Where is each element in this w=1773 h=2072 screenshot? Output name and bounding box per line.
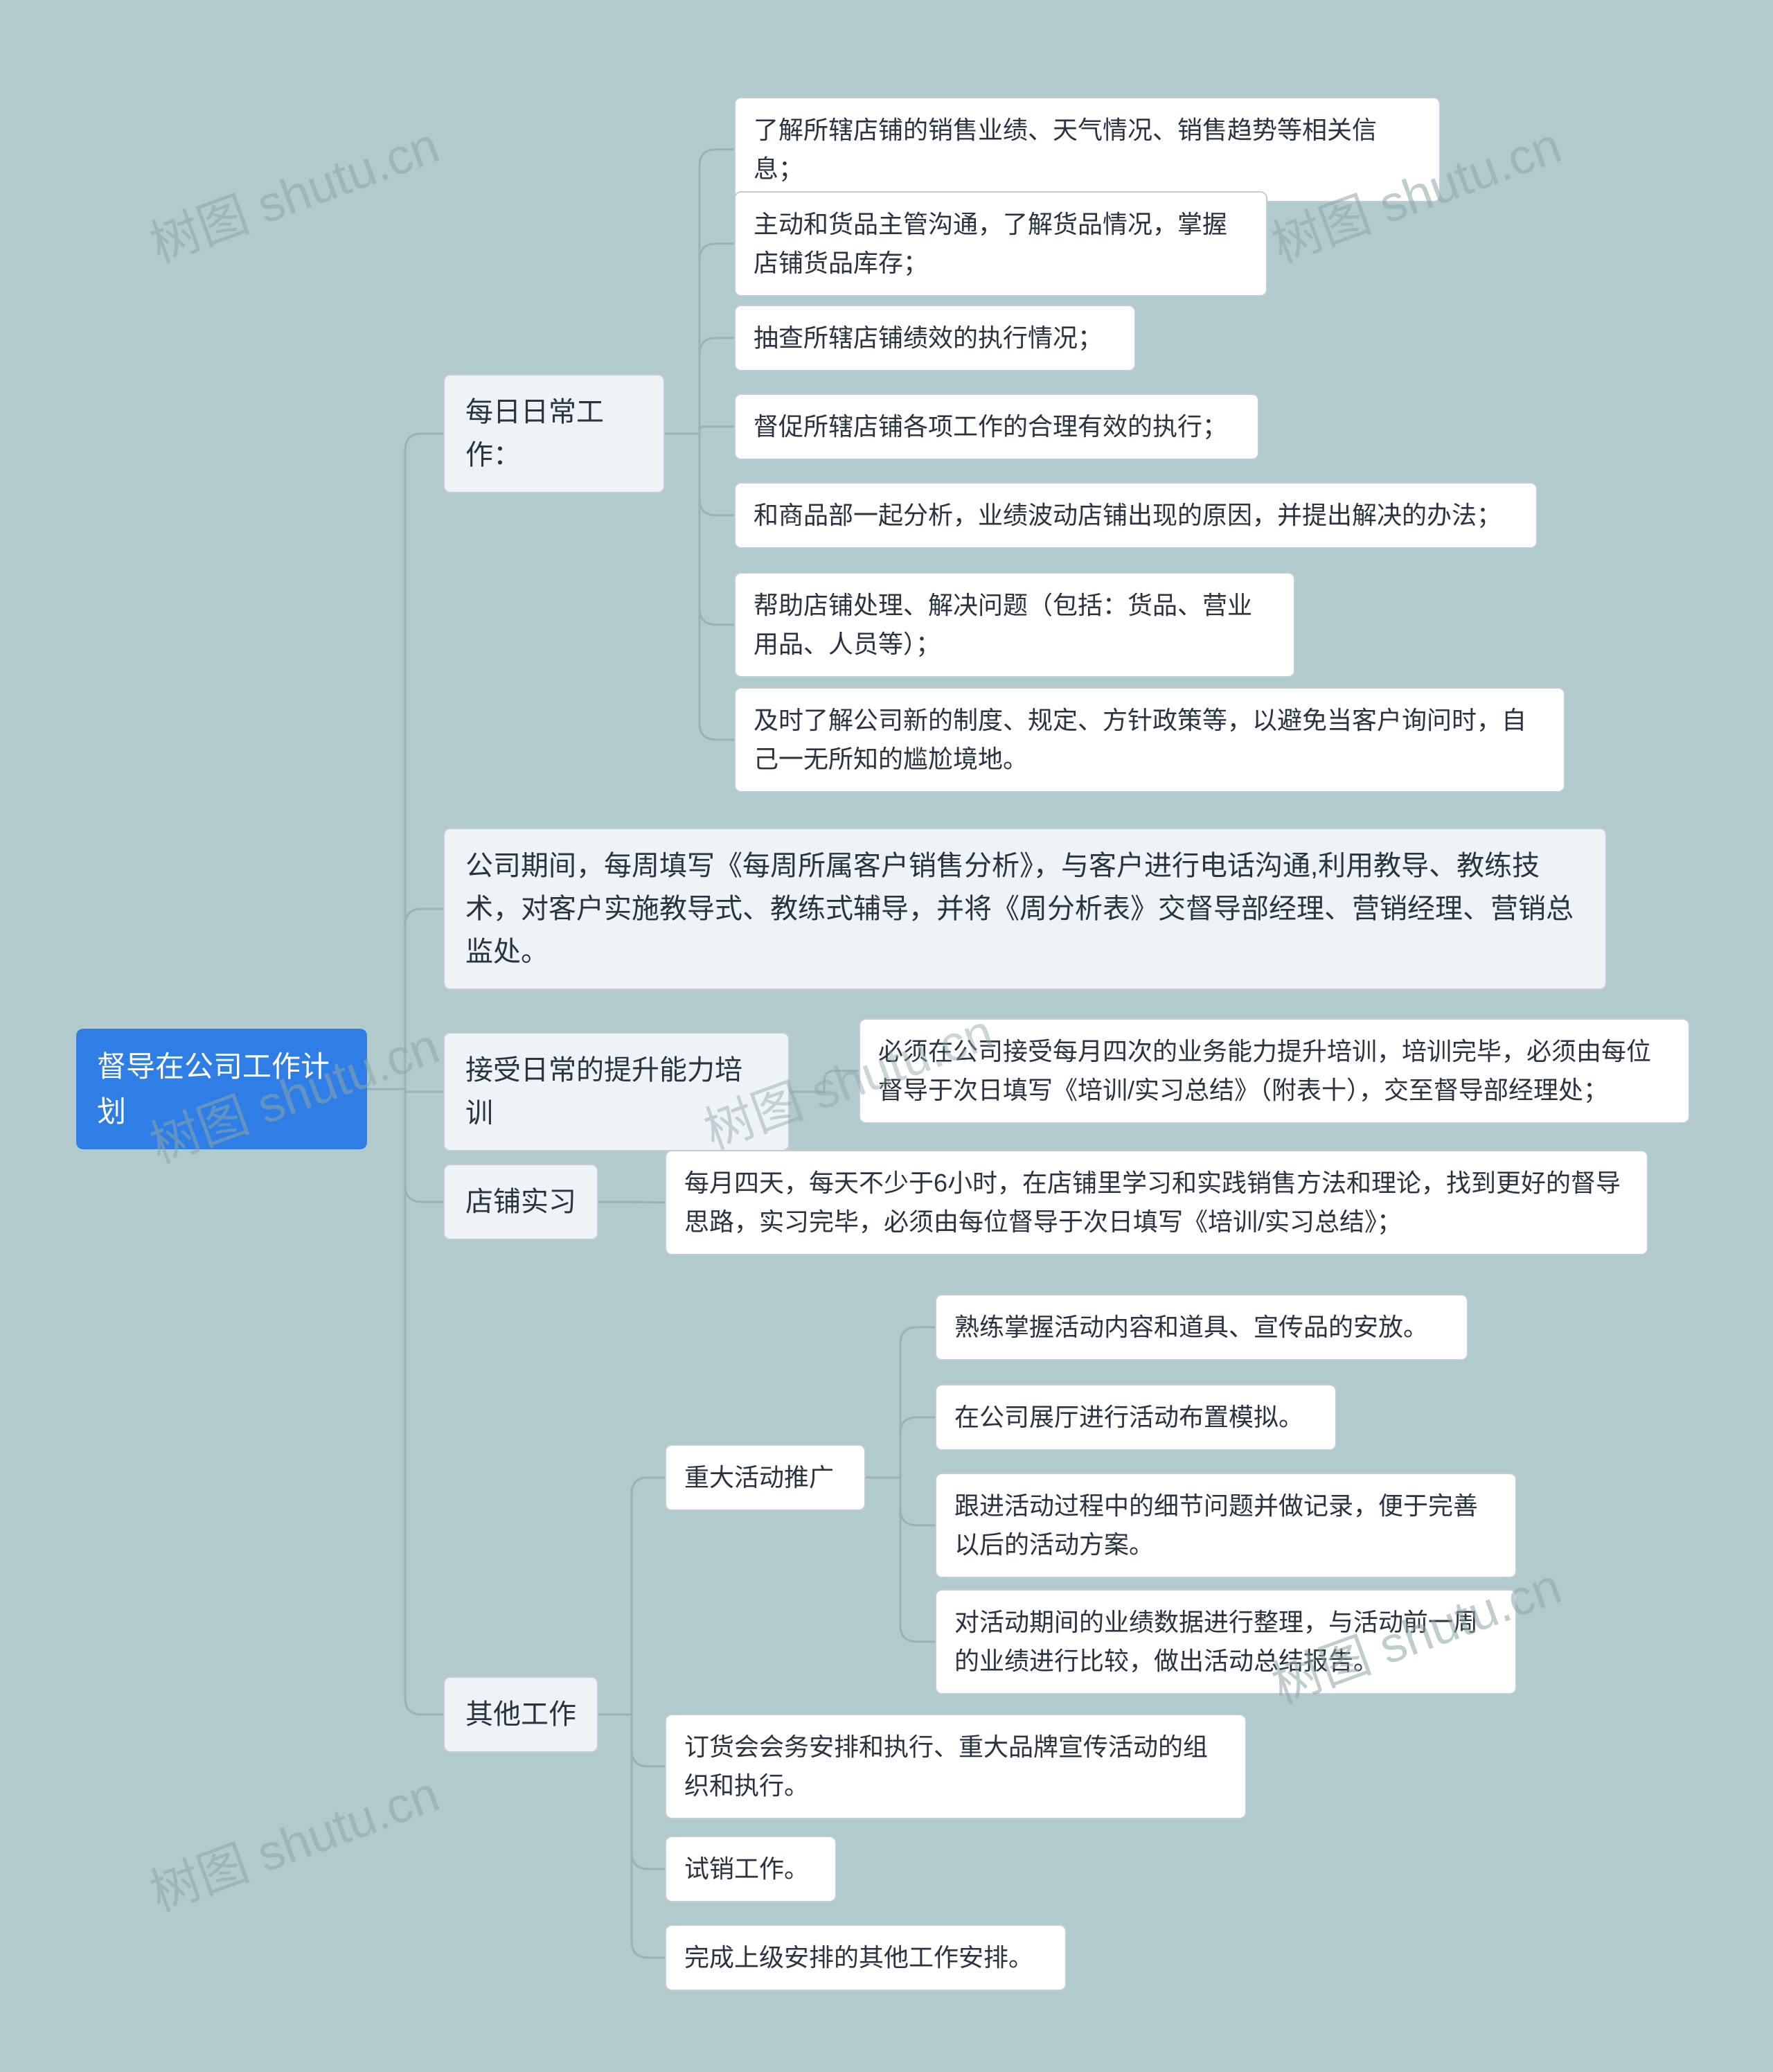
node-label: 抽查所辖店铺绩效的执行情况； [754, 319, 1116, 357]
node-label: 店铺实习 [465, 1180, 576, 1223]
node-label: 重大活动推广 [684, 1458, 846, 1497]
node-label: 熟练掌握活动内容和道具、宣传品的安放。 [954, 1308, 1449, 1347]
node-c1l2[interactable]: 主动和货品主管沟通，了解货品情况，掌握店铺货品库存； [734, 191, 1267, 296]
node-label: 订货会会务安排和执行、重大品牌宣传活动的组织和执行。 [684, 1728, 1227, 1805]
node-label: 帮助店铺处理、解决问题（包括：货品、营业用品、人员等）； [754, 586, 1276, 664]
node-label: 其他工作 [465, 1693, 576, 1736]
node-label: 和商品部一起分析，业绩波动店铺出现的原因，并提出解决的办法； [754, 496, 1518, 535]
node-c5a[interactable]: 重大活动推广 [665, 1444, 866, 1511]
node-c5b[interactable]: 订货会会务安排和执行、重大品牌宣传活动的组织和执行。 [665, 1714, 1247, 1819]
node-label: 完成上级安排的其他工作安排。 [684, 1938, 1047, 1977]
node-c1l7[interactable]: 及时了解公司新的制度、规定、方针政策等，以避免当客户询问时，自己一无所知的尴尬境… [734, 687, 1565, 793]
node-c5[interactable]: 其他工作 [443, 1676, 598, 1753]
mindmap-canvas: 督导在公司工作计划 每日日常工作： 了解所辖店铺的销售业绩、天气情况、销售趋势等相关… [0, 0, 1773, 2072]
node-c5d[interactable]: 完成上级安排的其他工作安排。 [665, 1924, 1067, 1991]
node-label: 主动和货品主管沟通，了解货品情况，掌握店铺货品库存； [754, 205, 1248, 283]
node-label: 对活动期间的业绩数据进行整理，与活动前一周的业绩进行比较，做出活动总结报告。 [954, 1603, 1497, 1681]
node-label: 在公司展厅进行活动布置模拟。 [954, 1398, 1317, 1437]
node-label: 了解所辖店铺的销售业绩、天气情况、销售趋势等相关信息； [754, 111, 1421, 188]
node-c5a3[interactable]: 跟进活动过程中的细节问题并做记录，便于完善以后的活动方案。 [935, 1473, 1517, 1578]
node-c3[interactable]: 接受日常的提升能力培训 [443, 1032, 790, 1151]
node-label: 公司期间，每周填写《每周所属客户销售分析》，与客户进行电话沟通,利用教导、教练技… [465, 844, 1585, 973]
watermark: 树图 shutu.cn [139, 105, 447, 276]
node-c1l5[interactable]: 和商品部一起分析，业绩波动店铺出现的原因，并提出解决的办法； [734, 482, 1538, 549]
node-c5a1[interactable]: 熟练掌握活动内容和道具、宣传品的安放。 [935, 1294, 1468, 1361]
node-c4l1[interactable]: 每月四天，每天不少于6小时，在店铺里学习和实践销售方法和理论，找到更好的督导思路… [665, 1150, 1648, 1255]
node-label: 接受日常的提升能力培训 [465, 1049, 767, 1135]
node-c3l1[interactable]: 必须在公司接受每月四次的业务能力提升培训，培训完毕，必须由每位督导于次日填写《培… [859, 1018, 1690, 1124]
node-label: 及时了解公司新的制度、规定、方针政策等，以避免当客户询问时，自己一无所知的尴尬境… [754, 701, 1546, 779]
node-c4[interactable]: 店铺实习 [443, 1164, 598, 1240]
node-c5a2[interactable]: 在公司展厅进行活动布置模拟。 [935, 1384, 1337, 1451]
root-node[interactable]: 督导在公司工作计划 [76, 1029, 367, 1149]
node-c5a4[interactable]: 对活动期间的业绩数据进行整理，与活动前一周的业绩进行比较，做出活动总结报告。 [935, 1589, 1517, 1694]
node-label: 试销工作。 [684, 1850, 817, 1888]
node-c1l1[interactable]: 了解所辖店铺的销售业绩、天气情况、销售趋势等相关信息； [734, 97, 1441, 202]
node-c1l4[interactable]: 督促所辖店铺各项工作的合理有效的执行； [734, 393, 1259, 460]
node-label: 每月四天，每天不少于6小时，在店铺里学习和实践销售方法和理论，找到更好的督导思路… [684, 1164, 1629, 1241]
node-c1l3[interactable]: 抽查所辖店铺绩效的执行情况； [734, 305, 1136, 371]
watermark: 树图 shutu.cn [139, 1753, 447, 1925]
node-c2[interactable]: 公司期间，每周填写《每周所属客户销售分析》，与客户进行电话沟通,利用教导、教练技… [443, 828, 1607, 990]
node-label: 每日日常工作： [465, 391, 643, 477]
node-label: 必须在公司接受每月四次的业务能力提升培训，培训完毕，必须由每位督导于次日填写《培… [878, 1032, 1670, 1110]
node-c5c[interactable]: 试销工作。 [665, 1836, 837, 1902]
root-label: 督导在公司工作计划 [97, 1044, 346, 1134]
node-c1l6[interactable]: 帮助店铺处理、解决问题（包括：货品、营业用品、人员等）； [734, 572, 1295, 678]
node-label: 督促所辖店铺各项工作的合理有效的执行； [754, 407, 1240, 446]
node-label: 跟进活动过程中的细节问题并做记录，便于完善以后的活动方案。 [954, 1487, 1497, 1564]
node-c1[interactable]: 每日日常工作： [443, 374, 665, 493]
